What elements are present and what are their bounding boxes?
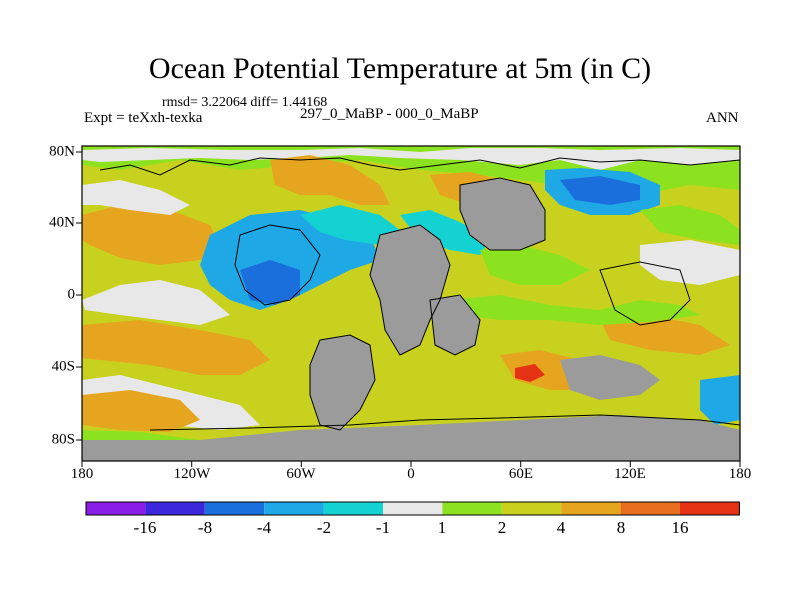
colorbar [85,501,740,516]
colorbar-label: 2 [497,518,507,537]
coastline-arctic [99,157,740,176]
field-neutral-npac [82,180,190,215]
y-axis-label: 40N [49,214,75,231]
coastline-america [369,224,451,356]
colorbar-swatch [620,502,680,515]
colorbar-label: -2 [316,518,332,537]
land-america [370,225,450,355]
colorbar-label: -4 [256,518,272,537]
colorbar-swatch [264,502,324,515]
colorbar-swatch [204,502,265,515]
coastline-antarctic [149,414,740,431]
colorbar-label: -1 [375,518,391,537]
colorbar-label: 1 [437,518,447,537]
field-teal-natl [400,210,490,255]
field-orange-spac [82,320,270,375]
y-axis-label: 40S [51,358,75,375]
colorbar-swatch [561,502,621,515]
colorbar-swatch [145,502,205,515]
x-axis-label: 60E [508,466,534,482]
field-green-io [450,295,700,325]
colorbar-swatch [680,502,740,515]
land-antarctica [82,415,740,461]
colorbar-frame [85,501,740,516]
land-antarctic-wedge [560,355,660,400]
field-orange-natl [270,155,390,205]
field-orange-npac [82,205,220,265]
land-south-america [310,335,375,430]
field-neutral-arctic [82,148,740,170]
colorbar-swatch [323,502,383,515]
coastline-africa [429,294,481,356]
colorbar-label: 16 [671,518,689,537]
field-blue-ne [560,176,640,205]
x-axis-label: 0 [407,466,415,482]
map-field [82,146,740,461]
x-axis-label: 120W [173,466,211,482]
experiment-label: 297_0_MaBP - 000_0_MaBP [300,106,479,122]
colorbar-label: -16 [133,518,157,537]
field-cyan-se [700,375,740,425]
colorbar-label: 8 [616,518,626,537]
field-neutral-eq [82,280,230,325]
field-red-sio [515,364,545,382]
x-axis-label: 180 [70,466,94,482]
coastline-central [234,224,321,306]
field-orange-sio2 [600,315,730,355]
field-orange-spac2 [82,390,200,432]
land-africa [430,295,480,355]
colorbar-swatch [442,502,502,515]
season-label: ANN [706,110,739,126]
y-axis-label: 80S [51,431,75,448]
coastlines [99,157,740,431]
expt-label: Expt = teXxh-texka [84,110,203,126]
y-axis-label: 0 [67,286,76,303]
field-green-wpac [640,205,740,245]
field-green-arab [480,245,590,285]
coastline-south-america [309,334,376,431]
colorbar-label: 4 [556,518,566,537]
field-neutral-eq-east [640,240,740,285]
colorbar-swatch [86,502,146,515]
y-axis-label: 80N [49,143,75,160]
x-axis-label: 60W [286,466,316,482]
stats-text: rmsd= 3.22064 diff= 1.44168 [162,95,328,110]
axis-ticks [76,151,741,467]
colorbar-label: -8 [197,518,213,537]
field-blue-tropics [240,260,300,305]
x-axis-label: 120E [614,466,646,482]
colorbar-swatch [383,502,443,515]
colorbar-swatch [501,502,562,515]
plot-title: Ocean Potential Temperature at 5m (in C) [148,52,652,85]
coastline-eurasia [459,177,546,251]
coastline-east-island [599,261,691,326]
field-teal-atl [300,205,400,245]
x-axis-label: 180 [728,466,752,482]
land-eurasia [460,178,545,250]
